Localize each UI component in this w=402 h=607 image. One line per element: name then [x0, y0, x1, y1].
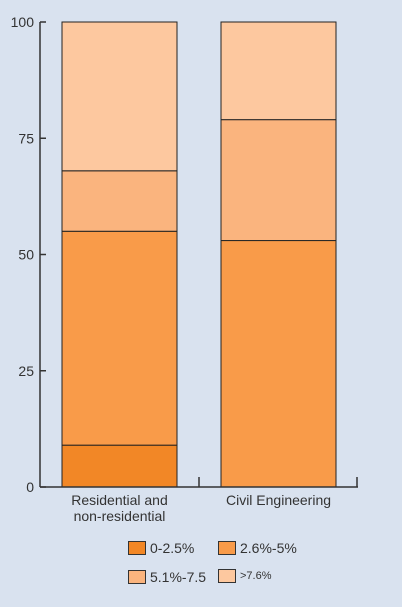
axes-group: 0 25 50 75 100 Residential andnon-residential…	[11, 14, 358, 524]
y-tick-label-50: 50	[18, 247, 34, 263]
bar-segment-1-4	[61, 21, 178, 172]
category-label-1-line-2: non-residential	[74, 508, 166, 524]
bar-segment-2-3	[220, 119, 337, 242]
bar-segment-1-1	[61, 444, 178, 488]
bar-segment-1-2	[61, 230, 178, 446]
y-tick-label-25: 25	[18, 363, 34, 379]
bar-segment-2-2	[220, 240, 337, 488]
category-label-1-line-1: Residential and	[71, 492, 168, 508]
y-tick-label-100: 100	[11, 14, 35, 30]
bar-segment-2-4	[220, 21, 337, 121]
y-tick-label-0: 0	[26, 479, 34, 495]
bars-group	[61, 21, 337, 488]
category-label-2-line-1: Civil Engineering	[226, 492, 331, 508]
y-tick-label-75: 75	[18, 130, 34, 146]
bar-segment-1-3	[61, 170, 178, 232]
